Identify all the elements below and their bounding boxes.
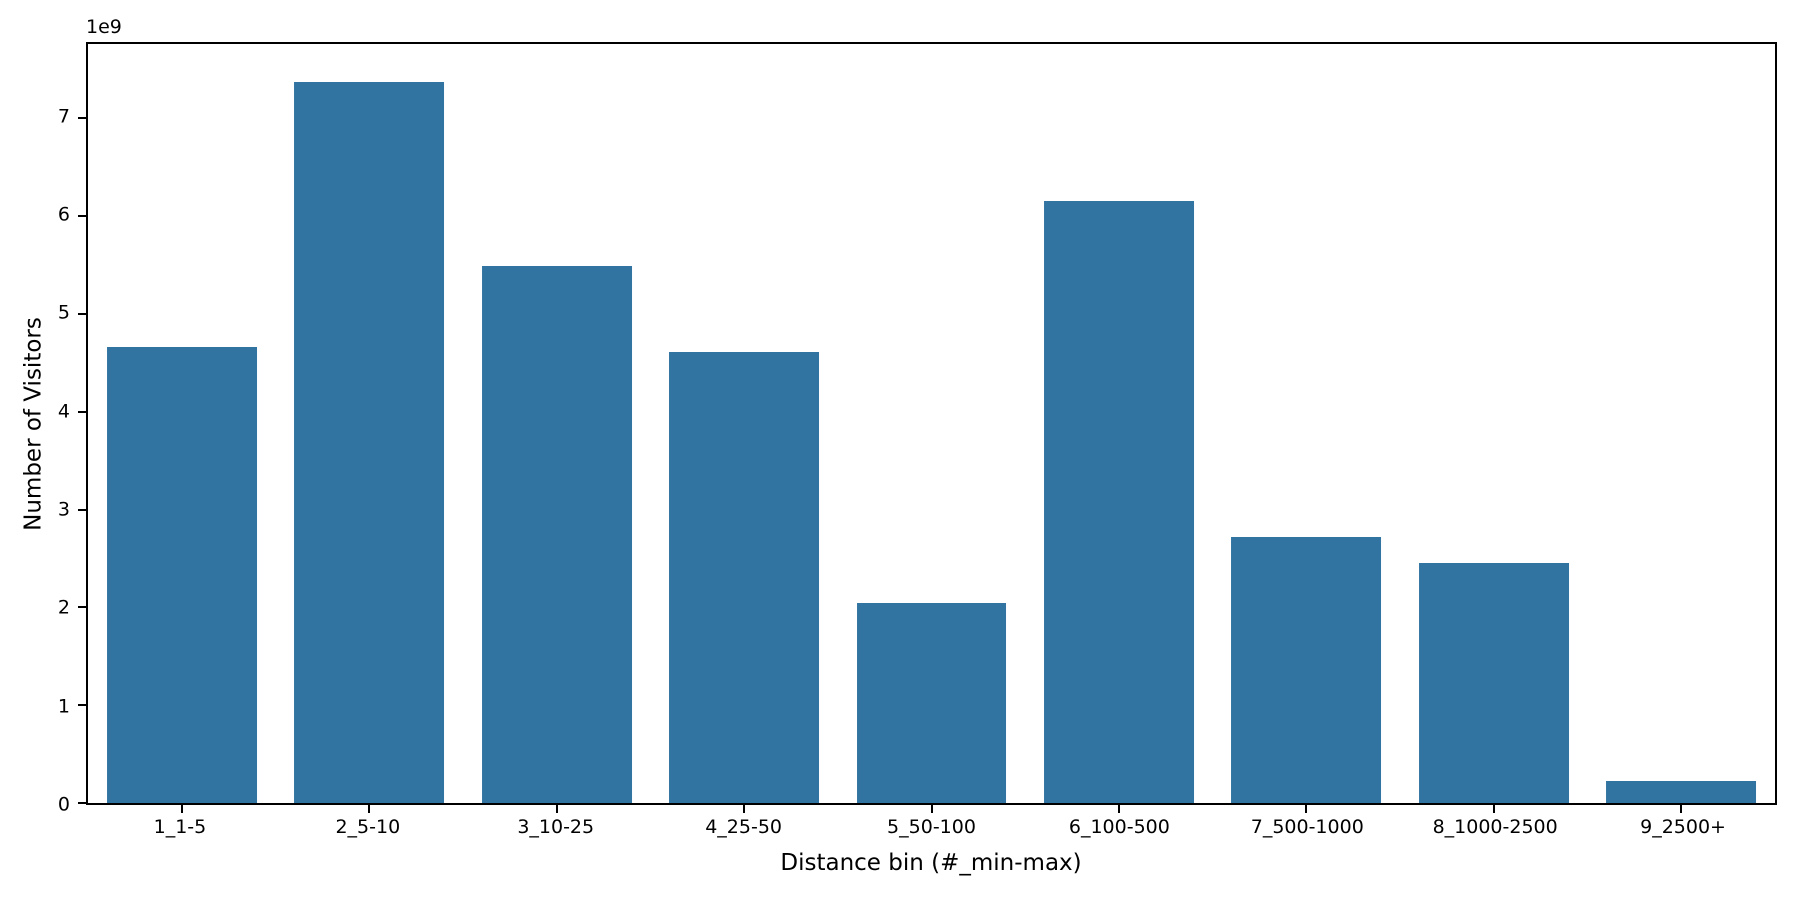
plot-area (78, 42, 1777, 813)
y-tick-label: 6 (57, 203, 70, 226)
x-tick-label: 7_500-1000 (1250, 816, 1364, 838)
y-tick-mark (78, 312, 86, 315)
bar-1_1-5 (106, 347, 257, 803)
y-tick-label: 2 (57, 596, 70, 619)
y-tick-mark (78, 410, 86, 413)
x-tick-mark (180, 805, 183, 813)
x-tick-mark (1305, 805, 1308, 813)
y-tick-mark (78, 117, 86, 120)
x-tick-mark (743, 805, 746, 813)
x-tick-label: 2_5-10 (335, 816, 401, 838)
x-tick-mark (1117, 805, 1120, 813)
y-axis-offset-text: 1e9 (86, 16, 122, 38)
bar-7_500-1000 (1231, 536, 1382, 803)
x-tick-label: 8_1000-2500 (1432, 816, 1558, 838)
x-tick-label: 5_50-100 (887, 816, 976, 838)
x-tick-mark (930, 805, 933, 813)
y-tick-mark (78, 606, 86, 609)
y-tick-mark (78, 215, 86, 218)
x-axis-title: Distance bin (#_min-max) (780, 850, 1082, 876)
y-tick-mark (78, 704, 86, 707)
bar-5_50-100 (856, 602, 1007, 803)
bar-3_10-25 (481, 266, 632, 803)
x-tick-label: 1_1-5 (153, 816, 207, 838)
x-tick-mark (555, 805, 558, 813)
y-tick-mark (78, 508, 86, 511)
y-tick-mark (78, 802, 86, 804)
y-tick-label: 1 (57, 695, 70, 718)
y-tick-label: 0 (57, 793, 70, 816)
x-axis-tick-labels: 1_1-5 2_5-10 3_10-25 4_25-50 5_50-100 6_100-5… (86, 818, 1777, 844)
bar-2_5-10 (294, 82, 445, 803)
x-tick-label: 9_2500+ (1640, 816, 1726, 838)
bar-6_100-500 (1043, 201, 1194, 803)
x-tick-label: 3_10-25 (517, 816, 595, 838)
x-tick-mark (1492, 805, 1495, 813)
bar-9_2500+ (1606, 781, 1757, 803)
y-tick-label: 5 (57, 301, 70, 324)
x-tick-mark (368, 805, 371, 813)
y-tick-label: 7 (57, 105, 70, 128)
bar-8_1000-2500 (1418, 563, 1569, 803)
bar-4_25-50 (669, 352, 820, 803)
x-tick-label: 4_25-50 (705, 816, 783, 838)
x-tick-mark (1680, 805, 1683, 813)
y-axis-tick-labels: 0 1 2 3 4 5 6 7 (0, 42, 70, 814)
x-tick-label: 6_100-500 (1068, 816, 1170, 838)
y-tick-label: 3 (57, 498, 70, 521)
y-tick-label: 4 (57, 400, 70, 423)
